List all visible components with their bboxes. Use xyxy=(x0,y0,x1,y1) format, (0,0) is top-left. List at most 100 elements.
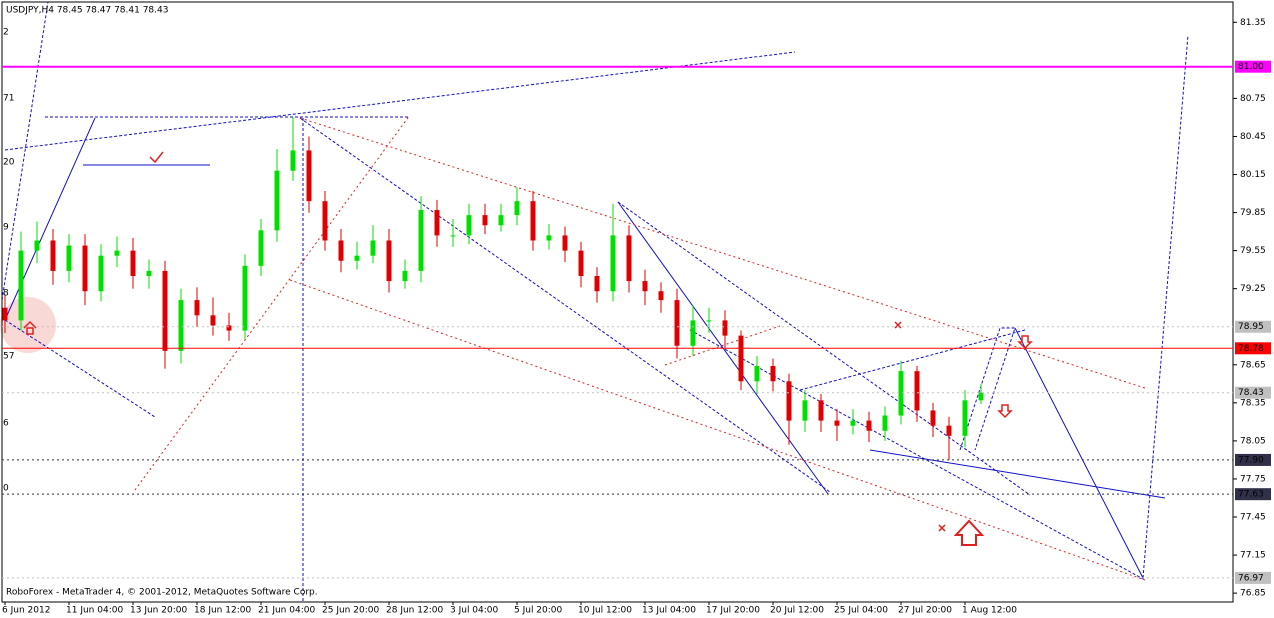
candle-body xyxy=(466,215,472,236)
trendline xyxy=(299,117,831,493)
y-tick-label: 78.05 xyxy=(1240,436,1266,446)
fibo-label: 57 xyxy=(3,352,14,362)
candle-body xyxy=(322,201,328,241)
candle-body xyxy=(850,420,856,426)
candle-body xyxy=(418,210,424,271)
fibo-label: 9 xyxy=(3,223,9,233)
fibo-label: 2 xyxy=(3,28,9,38)
candle-body xyxy=(162,270,168,351)
candle-body xyxy=(514,201,520,216)
candle-body xyxy=(18,250,24,321)
price-level-label: 78.95 xyxy=(1238,322,1264,332)
channel-line xyxy=(289,279,1146,581)
candle-body xyxy=(354,255,360,261)
x-tick-label: 25 Jun 20:00 xyxy=(322,606,379,616)
y-tick-label: 79.85 xyxy=(1240,208,1266,218)
y-tick-label: 81.35 xyxy=(1240,18,1266,28)
price-level-label: 81.00 xyxy=(1238,62,1264,72)
trendline xyxy=(1,1,49,301)
candle-body xyxy=(722,320,728,336)
candle-body xyxy=(306,150,312,202)
candle-body xyxy=(642,281,648,292)
channel-lines xyxy=(134,114,1146,581)
candle-body xyxy=(370,240,376,256)
signal-markers xyxy=(23,151,1033,546)
y-tick-label: 79.25 xyxy=(1240,284,1266,294)
candle-body xyxy=(626,235,632,282)
channel-line xyxy=(664,325,781,366)
candle-body xyxy=(786,381,792,421)
candle-body xyxy=(594,275,600,292)
plot-frame xyxy=(1,1,1234,603)
y-tick-label: 78.65 xyxy=(1240,360,1266,370)
x-tick-label: 3 Jul 04:00 xyxy=(450,606,499,616)
candle-body xyxy=(946,425,952,436)
candle-body xyxy=(274,170,280,231)
candle-body xyxy=(290,150,296,171)
y-tick-label: 79.55 xyxy=(1240,246,1266,256)
price-level-box xyxy=(1235,342,1271,355)
candle-body xyxy=(226,325,232,331)
fibo-label: 6 xyxy=(3,419,9,429)
up-arrow xyxy=(953,519,985,546)
chart-title: USDJPY,H4 78.45 78.47 78.41 78.43 xyxy=(6,6,168,16)
candle-body xyxy=(546,235,552,241)
candle-body xyxy=(98,255,104,292)
candle-body xyxy=(818,400,824,421)
x-tick-label: 25 Jul 04:00 xyxy=(834,606,888,616)
candle-body xyxy=(178,300,184,351)
price-level-label: 78.43 xyxy=(1238,388,1264,398)
candle-body xyxy=(258,230,264,266)
candle-body xyxy=(674,300,680,346)
y-tick-label: 80.45 xyxy=(1240,132,1266,142)
candle-body xyxy=(562,235,568,251)
y-tick-label: 77.45 xyxy=(1240,513,1266,523)
fibo-label: 71 xyxy=(3,94,14,104)
down-arrow xyxy=(1017,335,1033,350)
footer: RoboForex - MetaTrader 4, © 2001-2012, M… xyxy=(6,588,318,598)
fibo-label: 0 xyxy=(3,484,9,494)
candle-body xyxy=(50,240,56,271)
x-tick-label: 1 Aug 12:00 xyxy=(962,606,1017,616)
candle-body xyxy=(802,400,808,421)
x-tick-label: 21 Jun 04:00 xyxy=(258,606,315,616)
trendline xyxy=(689,329,1146,581)
cross-mark xyxy=(938,524,946,532)
x-tick-label: 10 Jul 12:00 xyxy=(578,606,632,616)
price-level-label: 78.78 xyxy=(1238,344,1264,354)
x-tick-label: 28 Jun 12:00 xyxy=(386,606,443,616)
trendline xyxy=(959,327,1016,451)
price-level-box xyxy=(1235,488,1271,501)
x-tick-label: 6 Jun 2012 xyxy=(2,606,50,616)
x-tick-label: 27 Jul 20:00 xyxy=(898,606,952,616)
y-tick-label: 77.15 xyxy=(1240,551,1266,561)
candle-body xyxy=(706,320,712,322)
check-mark xyxy=(149,151,164,164)
trendline xyxy=(1014,327,1144,579)
x-tick-label: 20 Jul 12:00 xyxy=(770,606,824,616)
price-level-label: 77.63 xyxy=(1238,490,1264,500)
candle-body xyxy=(194,300,200,316)
y-tick-label: 80.15 xyxy=(1240,170,1266,180)
y-tick-label: 76.85 xyxy=(1240,589,1266,599)
trendline xyxy=(4,51,796,151)
fibo-label: 20 xyxy=(3,158,15,168)
x-tick-label: 11 Jun 04:00 xyxy=(66,606,123,616)
candle-body xyxy=(386,240,392,282)
trendline xyxy=(799,329,1026,391)
candle-body xyxy=(146,270,152,276)
candle-body xyxy=(338,240,344,261)
price-level-box xyxy=(1235,386,1271,399)
candle-body xyxy=(402,270,408,282)
candle-body xyxy=(866,420,872,431)
fibo-label: 8 xyxy=(3,289,9,299)
price-level-label: 76.97 xyxy=(1238,573,1264,583)
price-level-box xyxy=(1235,60,1271,73)
up-arrow xyxy=(23,320,37,335)
candle-body xyxy=(754,366,760,382)
candle-body xyxy=(770,366,776,382)
plot xyxy=(2,117,984,460)
candle-body xyxy=(2,307,8,321)
candle-body xyxy=(434,210,440,236)
